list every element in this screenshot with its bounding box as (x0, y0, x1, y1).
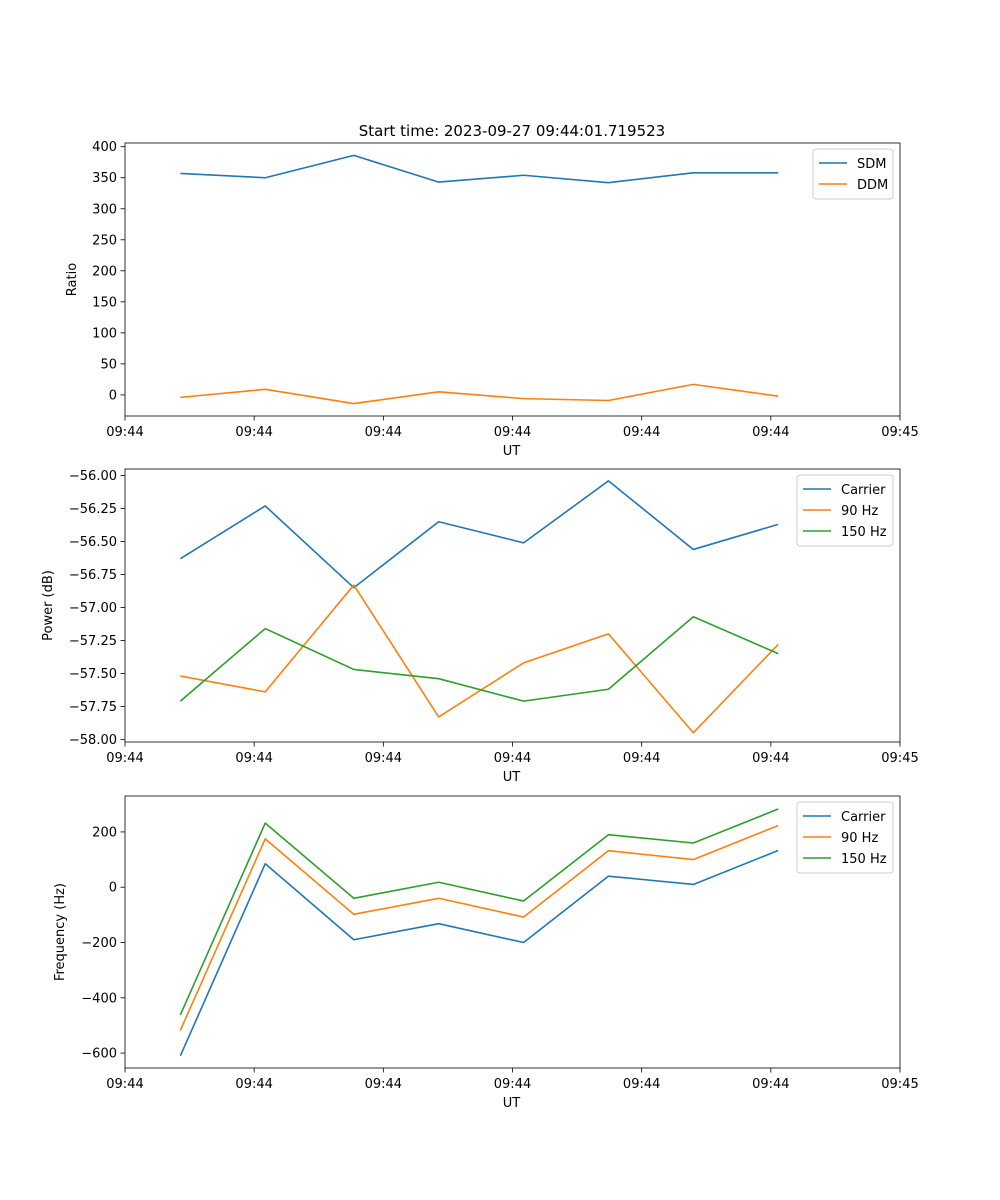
legend: SDM DDM (812, 148, 894, 200)
legend-label: 150 Hz (841, 852, 887, 867)
axes-frame (124, 795, 901, 1069)
figure-title: Start time: 2023-09-27 09:44:01.719523 (359, 122, 665, 140)
y-tick-label: −400 (81, 991, 117, 1006)
x-tick-label: 09:44 (106, 1077, 143, 1092)
x-tick-label: 09:44 (623, 425, 660, 440)
legend-label: 90 Hz (841, 504, 878, 519)
y-tick-label: −57.50 (69, 667, 117, 682)
x-axis-label: UT (503, 444, 521, 459)
x-tick-label: 09:44 (752, 1077, 789, 1092)
x-tick-label: 09:44 (494, 1077, 531, 1092)
y-axis-label: Power (dB) (41, 570, 56, 641)
y-axis-label: Frequency (Hz) (53, 883, 68, 981)
chart-panel-3: 09:44 09:44 09:44 09:44 09:44 09:44 09:45 −600 −… (53, 795, 919, 1111)
x-axis-label: UT (503, 1096, 521, 1111)
y-tick-label: 350 (92, 171, 117, 186)
x-tick-label: 09:44 (623, 751, 660, 766)
x-tick-label: 09:45 (881, 1077, 918, 1092)
y-axis-label: Ratio (65, 263, 80, 296)
legend: Carrier 90 Hz 150 Hz (796, 474, 894, 547)
y-tick-label: 150 (92, 295, 117, 310)
series-line (179, 824, 779, 1031)
y-tick-label: 200 (92, 264, 117, 279)
y-tick-label: −56.75 (69, 568, 117, 583)
axes-frame (124, 142, 901, 417)
x-tick-label: 09:44 (235, 751, 272, 766)
x-tick-label: 09:44 (106, 425, 143, 440)
y-tick-label: −56.25 (69, 502, 117, 517)
y-tick-label: −58.00 (69, 733, 117, 748)
y-tick-label: 0 (109, 881, 117, 896)
chart-panel-1: 09:44 09:44 09:44 09:44 09:44 09:44 09:45 0 50 10… (65, 140, 919, 459)
y-tick-label: −57.00 (69, 601, 117, 616)
series-line (180, 584, 779, 734)
legend-box (796, 801, 894, 874)
y-tick-label: 200 (92, 825, 117, 840)
x-tick-label: 09:44 (752, 425, 789, 440)
x-tick-label: 09:44 (235, 1077, 272, 1092)
y-tick-label: 100 (92, 326, 117, 341)
y-tick-label: 300 (92, 202, 117, 217)
legend-label: 90 Hz (841, 831, 878, 846)
legend-label: SDM (857, 157, 886, 172)
axes-frame (124, 468, 901, 743)
legend-label: 150 Hz (841, 525, 887, 540)
x-tick-label: 09:44 (365, 1077, 402, 1092)
y-tick-label: −56.50 (69, 535, 117, 550)
series-line (179, 849, 779, 1057)
x-tick-label: 09:44 (494, 751, 531, 766)
x-tick-label: 09:44 (752, 751, 789, 766)
x-tick-label: 09:44 (106, 751, 143, 766)
y-tick-label: −57.75 (69, 700, 117, 715)
series-line (180, 154, 779, 184)
legend-label: Carrier (841, 810, 886, 825)
y-tick-label: 0 (109, 388, 117, 403)
y-tick-label: 250 (92, 233, 117, 248)
x-tick-label: 09:45 (881, 751, 918, 766)
x-tick-label: 09:44 (623, 1077, 660, 1092)
x-tick-label: 09:44 (235, 425, 272, 440)
x-tick-label: 09:44 (365, 425, 402, 440)
y-tick-label: −56.00 (69, 469, 117, 484)
x-tick-label: 09:44 (494, 425, 531, 440)
y-tick-label: −200 (81, 936, 117, 951)
series-line (179, 615, 779, 702)
y-tick-label: 400 (92, 140, 117, 155)
x-axis-label: UT (503, 770, 521, 785)
legend-label: Carrier (841, 483, 886, 498)
series-line (180, 383, 779, 405)
legend-box (812, 148, 894, 200)
x-tick-label: 09:44 (365, 751, 402, 766)
x-tick-label: 09:45 (881, 425, 918, 440)
y-tick-label: −600 (81, 1047, 117, 1062)
chart-panel-2: 09:44 09:44 09:44 09:44 09:44 09:44 09:45 −58.0… (41, 468, 919, 785)
series-line (179, 480, 779, 589)
y-tick-label: 50 (100, 357, 117, 372)
legend-box (796, 474, 894, 547)
legend-label: DDM (857, 178, 888, 193)
legend: Carrier 90 Hz 150 Hz (796, 801, 894, 874)
series-line (179, 808, 779, 1016)
y-tick-label: −57.25 (69, 634, 117, 649)
